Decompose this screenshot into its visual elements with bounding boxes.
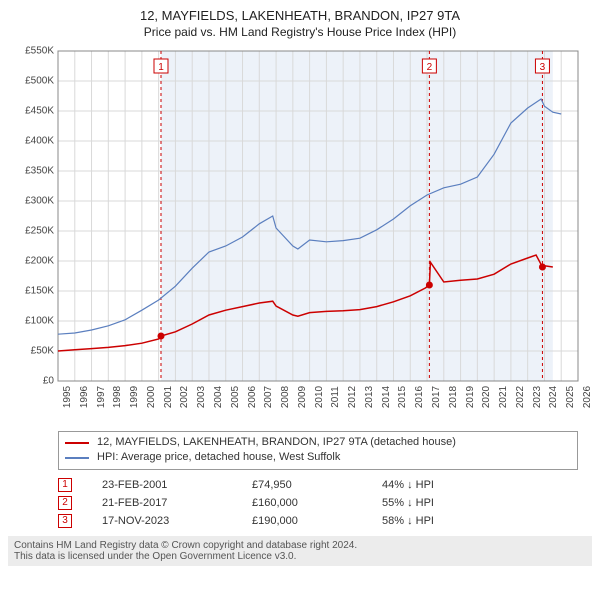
x-tick-label: 2021 [494, 386, 509, 408]
legend-label: HPI: Average price, detached house, West… [97, 450, 340, 465]
legend-swatch [65, 457, 89, 459]
y-tick-label: £100K [10, 316, 58, 327]
x-tick-label: 2007 [259, 386, 274, 408]
svg-text:1: 1 [158, 62, 164, 73]
y-tick-label: £250K [10, 226, 58, 237]
x-tick-label: 2023 [528, 386, 543, 408]
x-tick-label: 2005 [226, 386, 241, 408]
y-tick-label: £300K [10, 196, 58, 207]
chart-subtitle: Price paid vs. HM Land Registry's House … [8, 25, 592, 39]
x-tick-label: 2022 [511, 386, 526, 408]
legend: 12, MAYFIELDS, LAKENHEATH, BRANDON, IP27… [58, 431, 578, 470]
y-tick-label: £0 [10, 376, 58, 387]
legend-row: HPI: Average price, detached house, West… [65, 450, 571, 465]
footer-attribution: Contains HM Land Registry data © Crown c… [8, 536, 592, 566]
marker-date: 17-NOV-2023 [102, 515, 222, 527]
x-tick-label: 2019 [461, 386, 476, 408]
x-tick-label: 1997 [92, 386, 107, 408]
marker-table-row: 3 17-NOV-2023 £190,000 58% ↓ HPI [58, 512, 578, 530]
x-tick-label: 2002 [175, 386, 190, 408]
y-tick-label: £550K [10, 46, 58, 57]
marker-table-row: 2 21-FEB-2017 £160,000 55% ↓ HPI [58, 494, 578, 512]
x-tick-label: 2024 [544, 386, 559, 408]
x-tick-label: 2012 [343, 386, 358, 408]
marker-date: 23-FEB-2001 [102, 479, 222, 491]
y-tick-label: £500K [10, 76, 58, 87]
x-tick-label: 1996 [75, 386, 90, 408]
marker-pct: 55% ↓ HPI [382, 497, 482, 509]
footer-line1: Contains HM Land Registry data © Crown c… [14, 540, 586, 551]
marker-table: 1 23-FEB-2001 £74,950 44% ↓ HPI 2 21-FEB-2017… [58, 476, 578, 530]
marker-number-box: 2 [58, 496, 72, 510]
y-tick-label: £350K [10, 166, 58, 177]
y-tick-label: £150K [10, 286, 58, 297]
x-tick-label: 2018 [444, 386, 459, 408]
legend-swatch [65, 442, 89, 444]
x-tick-label: 2010 [310, 386, 325, 408]
x-tick-label: 2011 [326, 386, 341, 408]
y-tick-label: £50K [10, 346, 58, 357]
y-tick-label: £200K [10, 256, 58, 267]
x-tick-label: 2017 [427, 386, 442, 408]
x-tick-label: 1999 [125, 386, 140, 408]
x-tick-label: 2006 [243, 386, 258, 408]
x-tick-label: 2009 [293, 386, 308, 408]
marker-pct: 58% ↓ HPI [382, 515, 482, 527]
x-tick-label: 2025 [561, 386, 576, 408]
marker-price: £190,000 [252, 515, 352, 527]
marker-date: 21-FEB-2017 [102, 497, 222, 509]
x-tick-label: 2014 [377, 386, 392, 408]
x-tick-label: 1995 [58, 386, 73, 408]
x-tick-label: 2001 [159, 386, 174, 408]
marker-number-box: 1 [58, 478, 72, 492]
svg-text:2: 2 [427, 62, 433, 73]
chart-title: 12, MAYFIELDS, LAKENHEATH, BRANDON, IP27… [8, 8, 592, 23]
marker-pct: 44% ↓ HPI [382, 479, 482, 491]
marker-table-row: 1 23-FEB-2001 £74,950 44% ↓ HPI [58, 476, 578, 494]
x-tick-label: 2004 [209, 386, 224, 408]
x-tick-label: 2015 [393, 386, 408, 408]
svg-text:3: 3 [540, 62, 546, 73]
legend-label: 12, MAYFIELDS, LAKENHEATH, BRANDON, IP27… [97, 435, 456, 450]
x-tick-label: 1998 [108, 386, 123, 408]
chart-area: 1 2 3 £0 £50K £100K £150K £200K £250K £300K £350K… [8, 45, 592, 425]
y-tick-label: £450K [10, 106, 58, 117]
x-tick-label: 2003 [192, 386, 207, 408]
marker-price: £160,000 [252, 497, 352, 509]
x-tick-label: 2026 [578, 386, 593, 408]
x-tick-label: 2016 [410, 386, 425, 408]
x-tick-label: 2008 [276, 386, 291, 408]
x-tick-label: 2020 [477, 386, 492, 408]
x-tick-label: 2013 [360, 386, 375, 408]
marker-number-box: 3 [58, 514, 72, 528]
chart-svg: 1 2 3 [8, 45, 592, 425]
legend-row: 12, MAYFIELDS, LAKENHEATH, BRANDON, IP27… [65, 435, 571, 450]
footer-line2: This data is licensed under the Open Gov… [14, 551, 586, 562]
marker-price: £74,950 [252, 479, 352, 491]
x-tick-label: 2000 [142, 386, 157, 408]
y-tick-label: £400K [10, 136, 58, 147]
